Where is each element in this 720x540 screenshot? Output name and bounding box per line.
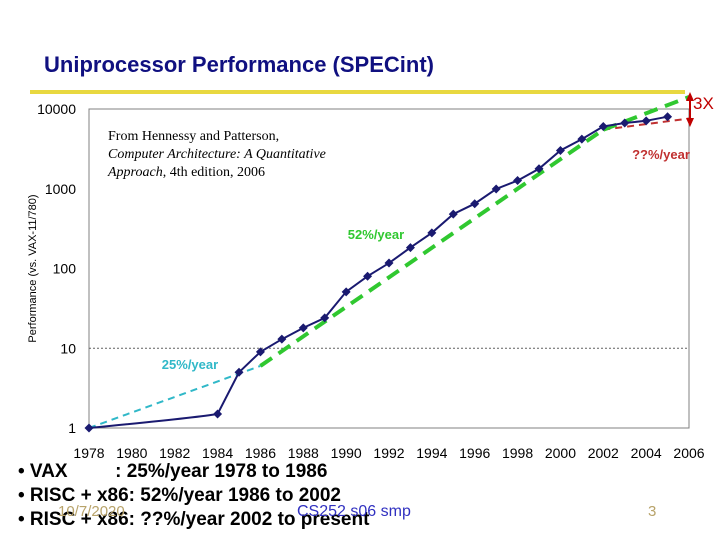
data-point-marker xyxy=(555,146,565,156)
plot-frame xyxy=(88,108,690,429)
y-tick-label: 10000 xyxy=(37,101,76,117)
data-point-marker xyxy=(234,367,244,377)
data-point-marker xyxy=(341,287,351,297)
x-tick-label: 2006 xyxy=(673,445,704,461)
bullet-risc-unknown: • RISC + x86: ??%/year 2002 to present xyxy=(18,509,370,530)
data-point-marker xyxy=(298,323,308,333)
x-tick-label: 1980 xyxy=(116,445,147,461)
footer-course: CS252 s06 smp xyxy=(297,503,411,520)
data-point-marker xyxy=(405,243,415,253)
bullet-vax: • VAX : 25%/year 1978 to 1986 xyxy=(18,461,328,482)
x-tick-label: 1982 xyxy=(159,445,190,461)
y-tick-label: 1000 xyxy=(45,181,76,197)
x-tick-label: 1988 xyxy=(288,445,319,461)
x-tick-label: 1996 xyxy=(459,445,490,461)
source-line-3: Approach, 4th edition, 2006 xyxy=(108,165,265,180)
data-point-marker xyxy=(491,184,501,194)
footer-page-number: 3 xyxy=(648,503,657,520)
y-axis-label: Performance (vs. VAX-11/780) xyxy=(27,194,39,342)
data-point-marker xyxy=(448,209,458,219)
y-tick-label: 1 xyxy=(68,420,76,436)
data-point-marker xyxy=(363,271,373,281)
title-underline xyxy=(30,90,685,94)
x-tick-label: 1994 xyxy=(416,445,447,461)
data-point-marker xyxy=(255,347,265,357)
three-x-label: 3X xyxy=(693,94,714,113)
trend-line-52-extension xyxy=(602,95,690,132)
data-point-marker xyxy=(641,116,651,126)
x-tick-label: 2000 xyxy=(545,445,576,461)
data-point-marker xyxy=(513,176,523,186)
data-point-marker xyxy=(470,199,480,209)
trend-line-25 xyxy=(88,365,261,429)
trend-label-25: 25%/year xyxy=(162,357,218,372)
data-point-marker xyxy=(384,258,394,268)
source-line-2: Computer Architecture: A Quantitative xyxy=(108,147,326,162)
slide-title: Uniprocessor Performance (SPECint) xyxy=(44,52,434,77)
y-tick-label: 10 xyxy=(60,340,76,356)
trend-label-52: 52%/year xyxy=(348,227,404,242)
performance-series-line xyxy=(88,115,668,429)
data-point-marker xyxy=(663,112,673,122)
data-point-marker xyxy=(620,118,630,128)
bullet-risc-52: • RISC + x86: 52%/year 1986 to 2002 xyxy=(18,485,341,506)
three-x-arrow-down xyxy=(686,118,694,127)
x-tick-label: 1998 xyxy=(502,445,533,461)
data-point-marker xyxy=(277,334,287,344)
three-x-arrow-up xyxy=(686,92,694,101)
source-note: From Hennessy and Patterson, Computer Ar… xyxy=(108,128,378,182)
x-tick-label: 1990 xyxy=(331,445,362,461)
trend-line-52 xyxy=(259,128,605,368)
data-point-marker xyxy=(598,121,608,131)
data-point-marker xyxy=(320,313,330,323)
data-point-marker xyxy=(577,134,587,144)
x-tick-label: 2002 xyxy=(588,445,619,461)
source-line-1: From Hennessy and Patterson, xyxy=(108,129,280,144)
x-tick-label: 1992 xyxy=(373,445,404,461)
x-tick-label: 1978 xyxy=(73,445,104,461)
data-point-marker xyxy=(427,228,437,238)
data-point-marker xyxy=(84,423,94,433)
x-tick-label: 1986 xyxy=(245,445,276,461)
footer-date: 10/7/2020 xyxy=(58,503,125,520)
data-point-marker xyxy=(213,409,223,419)
data-point-marker xyxy=(534,164,544,174)
trend-line-unknown xyxy=(603,117,690,131)
y-tick-label: 100 xyxy=(53,261,77,277)
x-tick-label: 2004 xyxy=(631,445,662,461)
x-tick-label: 1984 xyxy=(202,445,233,461)
bullet-list: • VAX : 25%/year 1978 to 1986 • RISC + x… xyxy=(18,460,369,532)
trend-label-unknown: ??%/year xyxy=(632,147,690,162)
